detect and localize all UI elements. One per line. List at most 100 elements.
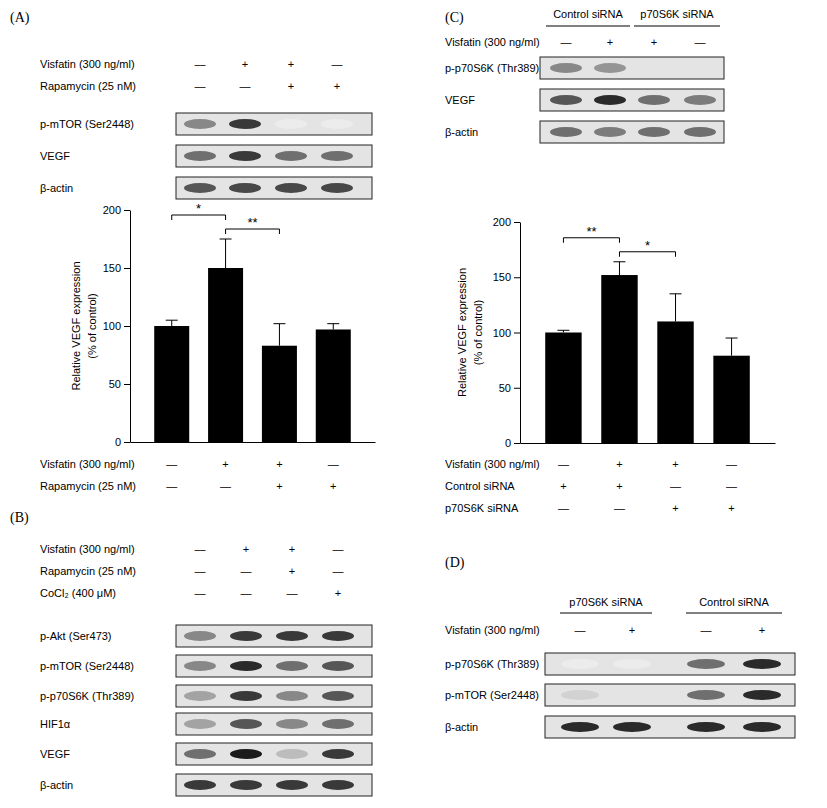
treatment-label: Visfatin (300 ng/ml)	[445, 36, 540, 48]
blot-band	[229, 151, 261, 161]
blot-band	[687, 722, 725, 732]
blot-band	[276, 691, 308, 701]
y-tick: 200	[103, 204, 130, 216]
error-cap	[273, 323, 285, 324]
treatment-sign: +	[276, 480, 282, 492]
blot-band	[229, 119, 261, 129]
blot-band	[184, 119, 216, 129]
tick-label: 200	[103, 204, 121, 216]
background	[0, 0, 827, 808]
blot-band	[684, 95, 716, 105]
bar-chart: 050100150200Relative VEGF expression(% o…	[445, 216, 776, 514]
axis-line	[130, 211, 131, 443]
plot-area	[545, 262, 750, 443]
blot-band	[561, 722, 599, 732]
blot-band	[184, 631, 216, 641]
treatment-label: Visfatin (300 ng/ml)	[445, 458, 540, 470]
blot-frame	[176, 625, 372, 647]
treatment-sign: —	[575, 624, 586, 636]
blot-label: VEGF	[40, 150, 70, 162]
blot-label: p-mTOR (Ser2448)	[445, 689, 539, 701]
treatment-label: Rapamycin (25 nM)	[40, 480, 136, 492]
treatment-sign: —	[328, 458, 339, 470]
treatment-sign: +	[560, 480, 566, 492]
treatment-sign: +	[242, 58, 248, 70]
blot-frame	[545, 716, 795, 738]
blot-label: p-mTOR (Ser2448)	[40, 660, 134, 672]
blot-label: β-actin	[40, 182, 73, 194]
treatment-sign: +	[672, 502, 678, 514]
blot-band	[321, 183, 353, 193]
bar-chart: 050100150200Relative VEGF expression(% o…	[40, 201, 376, 492]
treatment-sign: +	[672, 458, 678, 470]
treatment-sign: —	[695, 36, 706, 48]
bar	[601, 275, 637, 443]
error-cap	[726, 338, 738, 339]
tick-label: 100	[493, 327, 511, 339]
treatment-label: CoCl₂ (400 μM)	[40, 587, 116, 599]
treatment-sign: —	[333, 565, 344, 577]
blot-band	[275, 119, 307, 129]
blot-frame	[540, 121, 724, 143]
treatment-sign: +	[728, 502, 734, 514]
tick-mark	[124, 384, 130, 385]
blot-band	[561, 659, 599, 669]
y-tick: 0	[115, 436, 130, 448]
y-axis: 050100150200	[493, 216, 521, 449]
blot-band	[230, 631, 262, 641]
error-bar	[279, 324, 280, 346]
treatment-sign: —	[195, 80, 206, 92]
blot-frame	[176, 685, 372, 707]
blot-label: HIF1α	[40, 718, 71, 730]
treatment-sign: —	[241, 587, 252, 599]
tick-label: 0	[115, 436, 121, 448]
blot-band	[276, 661, 308, 671]
blot-band	[276, 780, 308, 790]
blot-band	[321, 119, 353, 129]
blot-frame	[176, 177, 372, 199]
blot-band	[613, 659, 651, 669]
blot-band	[638, 63, 670, 73]
blot-frame	[545, 653, 795, 675]
treatment-sign: +	[243, 543, 249, 555]
blot-band	[638, 95, 670, 105]
treatment-sign: —	[614, 502, 625, 514]
treatment-sign: +	[330, 480, 336, 492]
blot-band	[184, 661, 216, 671]
group-line	[634, 26, 720, 27]
error-cap	[166, 320, 178, 321]
treatment-sign: —	[726, 458, 737, 470]
blot-label: β-actin	[40, 779, 73, 791]
blot-band	[322, 631, 354, 641]
blot-frame	[176, 743, 372, 765]
treatment-sign: —	[558, 502, 569, 514]
y-tick: 0	[505, 437, 520, 449]
treatment-label: Visfatin (300 ng/ml)	[40, 58, 135, 70]
treatment-sign: —	[701, 624, 712, 636]
blot-label: p-p70S6K (Thr389)	[445, 62, 539, 74]
group-line	[560, 613, 652, 614]
significance-label: **	[247, 215, 257, 230]
tick-label: 50	[499, 382, 511, 394]
blot-frame	[540, 89, 724, 111]
tick-mark	[514, 277, 520, 278]
tick-mark	[514, 388, 520, 389]
blot-band	[276, 631, 308, 641]
blot-band	[322, 780, 354, 790]
treatment-sign: —	[166, 480, 177, 492]
treatment-label: Control siRNA	[445, 480, 515, 492]
group-label: p70S6K siRNA	[640, 8, 714, 20]
blot-band	[230, 691, 262, 701]
treatment-sign: —	[241, 565, 252, 577]
treatment-label: p70S6K siRNA	[445, 502, 519, 514]
error-cap	[613, 261, 625, 262]
blot-frame	[176, 145, 372, 167]
blot-band	[687, 659, 725, 669]
tick-mark	[124, 442, 130, 443]
blot-band	[743, 690, 781, 700]
bar	[657, 321, 693, 443]
error-bar	[333, 324, 334, 330]
blot-frame	[540, 57, 724, 79]
tick-mark	[514, 333, 520, 334]
blot-band	[184, 780, 216, 790]
